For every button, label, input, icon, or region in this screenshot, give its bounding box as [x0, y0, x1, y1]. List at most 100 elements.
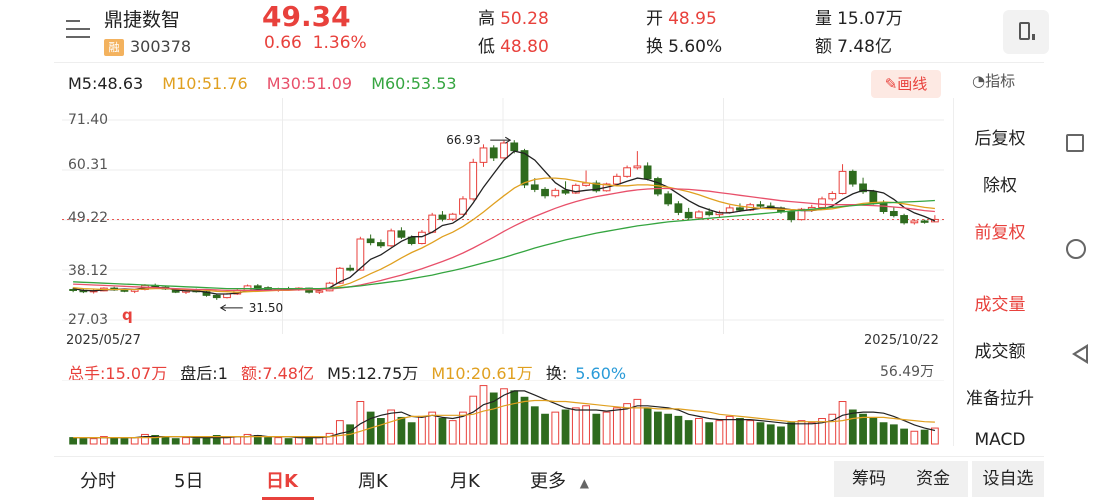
candle-body — [428, 214, 437, 233]
tab-more[interactable]: 更多 ▲ — [530, 467, 589, 493]
volume-m5: M5:12.75万 — [327, 364, 419, 383]
pencil-icon: ✎ — [884, 75, 898, 93]
volume-bar — [736, 418, 744, 445]
candle-body — [366, 238, 375, 244]
menu-icon[interactable] — [66, 20, 92, 40]
indicator-button[interactable]: ◔指标 — [972, 70, 1015, 91]
volume-bar — [264, 437, 272, 445]
tab-5day[interactable]: 5日 — [174, 471, 204, 492]
volume-bar — [130, 437, 139, 445]
volume-bar — [274, 437, 283, 445]
draw-line-button[interactable]: ✎画线 — [871, 70, 941, 98]
volume-bar — [243, 433, 252, 445]
option-amount[interactable]: 成交额 — [974, 342, 1026, 362]
candle-body — [571, 184, 580, 194]
volume-bar — [930, 427, 939, 445]
volume-bar — [100, 436, 108, 445]
volume-bar — [69, 437, 78, 445]
volume-bar — [602, 411, 611, 445]
x-start-date: 2025/05/27 — [66, 333, 141, 348]
volume-ma-line-m10 — [73, 399, 935, 439]
option-ready-rise[interactable]: 准备拉升 — [966, 389, 1034, 409]
volume-bar — [438, 418, 447, 445]
landscape-toggle-button[interactable] — [1003, 10, 1049, 54]
candle-body — [910, 220, 919, 224]
tab-intraday[interactable]: 分时 — [80, 471, 116, 492]
gauge-icon: ◔ — [972, 72, 986, 90]
low-annotation: 31.50 — [249, 301, 283, 315]
ma10-value: M10:51.76 — [162, 74, 248, 93]
volume-bar — [807, 422, 816, 445]
high-price: 高 50.28 — [478, 4, 549, 29]
volume-bar — [161, 437, 170, 445]
start-marker: q — [122, 306, 133, 324]
volume-bar — [910, 430, 919, 445]
candle-body — [920, 220, 929, 223]
volume-bar — [756, 422, 765, 445]
kline-svg: 66.93 31.50 — [62, 98, 944, 334]
back-icon[interactable] — [1072, 344, 1088, 364]
candle-body — [551, 189, 560, 197]
candle-body — [541, 188, 549, 197]
recent-apps-icon[interactable] — [1066, 134, 1084, 152]
volume-bar — [664, 413, 673, 445]
volume-legend: 总手:15.07万 盘后:1 额:7.48亿 M5:12.75万 M10:20.… — [68, 360, 642, 384]
option-back-adjusted[interactable]: 后复权 — [974, 129, 1026, 149]
volume-bar — [284, 438, 293, 445]
turnover-rate: 换 5.60% — [646, 32, 722, 57]
option-forward-adjusted[interactable]: 前复权 — [974, 223, 1026, 243]
active-tab-indicator — [262, 497, 314, 500]
high-label: 高 — [478, 9, 495, 29]
volume-bar — [643, 407, 652, 445]
option-volume[interactable]: 成交量 — [974, 295, 1026, 315]
x-end-date: 2025/10/22 — [864, 333, 939, 348]
funds-button[interactable]: 资金 — [916, 469, 950, 489]
candle-body — [889, 211, 898, 217]
change-percent: 1.36% — [312, 33, 367, 53]
candle-body — [520, 150, 529, 186]
chip-button[interactable]: 筹码 — [852, 469, 886, 489]
ma-line-m10 — [73, 177, 935, 293]
open-label: 开 — [646, 9, 663, 29]
candle-body — [418, 231, 426, 245]
candle-body — [500, 142, 508, 159]
volume-bar — [294, 437, 303, 445]
add-watchlist-button[interactable]: 设自选 — [972, 461, 1044, 497]
volume-bar — [489, 392, 498, 445]
candle-body — [756, 204, 765, 207]
quote-header: 鼎捷数智 融 300378 49.34 0.66 1.36% 高 50.28 低… — [0, 0, 1060, 62]
volume-bar — [633, 398, 642, 445]
volume-bar — [582, 405, 590, 445]
volume-bar — [510, 390, 519, 445]
open-price: 开 48.95 — [646, 4, 717, 29]
candle-body — [664, 193, 673, 205]
tab-more-label: 更多 — [530, 471, 566, 492]
candle-body — [736, 207, 744, 211]
volume-bar — [212, 435, 221, 445]
volume-chart[interactable] — [62, 379, 944, 446]
volume-bar — [551, 411, 560, 445]
low-label: 低 — [478, 37, 495, 57]
period-tabs: 分时 5日 日K 周K 月K 更多 ▲ 筹码 资金 设自选 — [54, 456, 1044, 500]
kline-chart[interactable]: 66.93 31.50 — [62, 98, 944, 348]
volume-bar — [182, 437, 190, 445]
candle-body — [900, 215, 908, 224]
volume-bar — [315, 437, 324, 445]
draw-line-label: 画线 — [897, 75, 928, 93]
y-tick-label: 49.22 — [68, 210, 109, 226]
tab-daily-k[interactable]: 日K — [266, 471, 298, 492]
candle-body — [623, 167, 631, 177]
volume-bar — [110, 437, 119, 445]
volume-bar — [500, 388, 508, 445]
amount-value: 7.48亿 — [837, 37, 892, 57]
volume-bar — [89, 438, 98, 445]
tab-monthly-k[interactable]: 月K — [450, 471, 480, 492]
option-macd[interactable]: MACD — [974, 430, 1026, 446]
candle-body — [592, 182, 601, 192]
volume: 量 15.07万 — [815, 4, 903, 29]
volume-value: 15.07万 — [837, 9, 903, 29]
home-icon[interactable] — [1066, 239, 1086, 259]
option-ex-rights[interactable]: 除权 — [983, 176, 1017, 196]
ma5-value: M5:48.63 — [68, 74, 144, 93]
tab-weekly-k[interactable]: 周K — [358, 471, 388, 492]
